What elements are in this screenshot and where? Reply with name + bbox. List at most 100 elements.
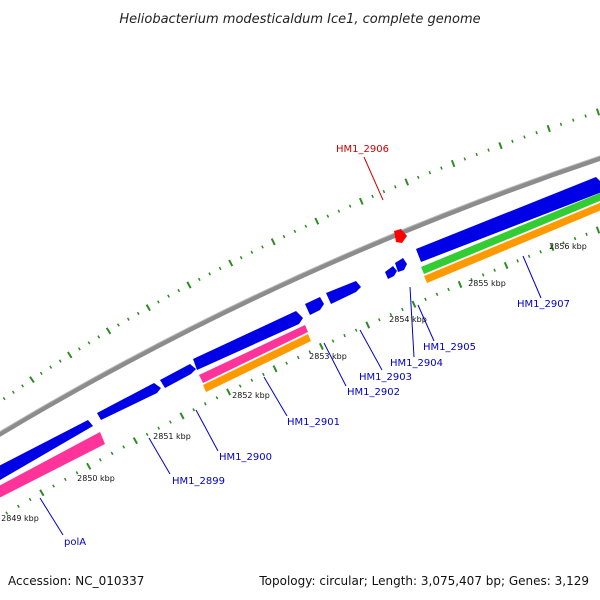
leader-line [323, 342, 347, 387]
gene-label-polA[interactable]: polA [64, 537, 86, 548]
scale-tick [87, 341, 91, 345]
scale-tick [285, 361, 288, 365]
scale-tick [559, 122, 563, 126]
scale-tick [401, 307, 404, 312]
scale-tick [226, 388, 232, 396]
gene-feature-hm1-2905[interactable] [395, 258, 407, 272]
scale-tick [177, 288, 181, 293]
scale-tick [584, 114, 587, 118]
scale-tick [169, 420, 172, 424]
accession-text: Accession: NC_010337 [8, 574, 144, 588]
scale-tick [75, 471, 79, 475]
scale-tick [378, 318, 381, 322]
scale-tick [39, 371, 43, 376]
scale-tick [192, 408, 196, 412]
scale-tick [331, 339, 335, 343]
scale-tick [354, 328, 358, 332]
scale-tick [318, 342, 324, 351]
topology-text: Topology: circular; Length: 3,075,407 bp… [258, 574, 589, 588]
scale-tick [389, 312, 393, 317]
gene-feature-hm1-2899[interactable] [97, 383, 161, 420]
gene-label-hm1-2900[interactable]: HM1_2900 [219, 452, 272, 463]
pink-track-1 [0, 432, 105, 498]
scale-tick [595, 108, 600, 116]
kbp-label: 2851 kbp [153, 432, 191, 441]
scale-tick [157, 300, 160, 304]
kbp-label: 2850 kbp [77, 474, 115, 483]
scale-tick [447, 287, 450, 292]
scale-tick [86, 462, 92, 470]
gene-feature-hm1-2903[interactable] [326, 281, 361, 304]
scale-tick [411, 300, 417, 308]
scale-tick [503, 261, 509, 270]
scale-tick [343, 333, 346, 338]
gene-label-hm1-2902[interactable]: HM1_2902 [347, 387, 400, 398]
gene-label-hm1-2907[interactable]: HM1_2907 [517, 299, 570, 310]
scale-tick [435, 292, 439, 296]
leader-line [39, 497, 64, 536]
scale-tick [481, 273, 485, 277]
gene-label-hm1-2904[interactable]: HM1_2904 [390, 358, 443, 369]
scale-tick [49, 365, 53, 369]
gene-feature-hm1-2906[interactable] [394, 229, 407, 243]
scale-tick [527, 254, 531, 258]
scale-tick [77, 347, 81, 351]
scale-tick [382, 189, 386, 194]
scale-tick [314, 217, 320, 225]
scale-tick [535, 131, 538, 135]
scale-tick [371, 194, 374, 199]
gene-feature-hm1-2907[interactable] [416, 177, 600, 262]
scale-tick [98, 458, 102, 462]
scale-tick [475, 152, 478, 157]
scale-tick [404, 178, 410, 186]
scale-tick [282, 234, 286, 239]
scale-tick [203, 402, 207, 406]
inner-tick-ring [5, 226, 600, 515]
scale-tick [428, 171, 432, 175]
kbp-label: 2852 kbp [232, 391, 270, 400]
forward-strand-features [0, 177, 600, 480]
scale-tick [17, 504, 20, 508]
scale-tick [270, 238, 276, 246]
scale-tick [493, 268, 496, 272]
gene-feature-hm1-2900[interactable] [160, 364, 196, 388]
gene-label-hm1-2903[interactable]: HM1_2903 [359, 372, 412, 383]
scale-tick [470, 278, 473, 282]
scale-tick [145, 432, 149, 437]
scale-tick [208, 272, 212, 276]
gene-feature-hm1-2904[interactable] [385, 266, 397, 279]
scale-tick [215, 396, 219, 400]
kbp-label: 2855 kbp [468, 279, 506, 288]
gene-feature-hm1-2901[interactable] [193, 311, 303, 370]
scale-tick [52, 484, 55, 488]
leader-line [195, 409, 219, 452]
scale-tick [272, 365, 278, 373]
scale-tick [417, 175, 420, 179]
scale-tick [424, 297, 427, 301]
gene-label-hm1-2899[interactable]: HM1_2899 [172, 476, 225, 487]
gene-label-hm1-2901[interactable]: HM1_2901 [287, 417, 340, 428]
scale-tick [523, 135, 526, 139]
scale-tick [308, 350, 312, 354]
scale-tick [167, 294, 170, 298]
scale-tick [238, 384, 242, 388]
scale-tick [145, 304, 151, 312]
scale-tick [250, 250, 254, 254]
gene-label-hm1-2905[interactable]: HM1_2905 [423, 342, 476, 353]
scale-tick [228, 259, 234, 267]
scale-tick [595, 226, 600, 234]
gene-feature-polA[interactable] [0, 420, 93, 480]
scale-tick [186, 281, 192, 289]
scale-tick [261, 245, 264, 249]
outer-tick-ring [2, 108, 600, 401]
scale-tick [487, 148, 490, 152]
orange-track-2 [424, 202, 600, 283]
scale-tick [358, 197, 364, 205]
scale-tick [110, 451, 114, 456]
leader-line [363, 156, 384, 201]
kbp-label: 2849 kbp [1, 514, 39, 523]
gene-label-hm1-2906[interactable]: HM1_2906 [336, 144, 389, 155]
gene-feature-hm1-2902[interactable] [305, 297, 324, 315]
gene-labels: polA HM1_2899 HM1_2900 HM1_2901 HM1_2902… [64, 144, 570, 548]
